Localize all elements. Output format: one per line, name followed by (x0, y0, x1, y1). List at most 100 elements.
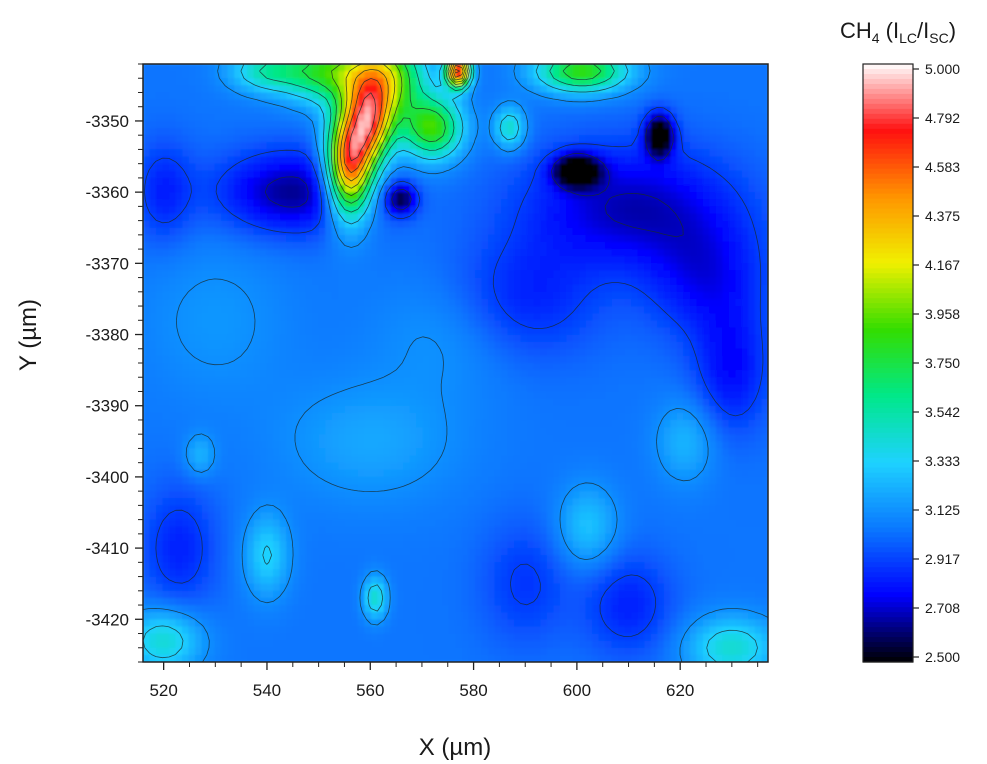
heatmap-cell (260, 249, 268, 257)
heatmap-cell (735, 334, 743, 343)
heatmap-cell (689, 185, 697, 193)
heatmap-cell (240, 427, 248, 435)
heatmap-cell (618, 142, 626, 151)
heatmap-cell (598, 355, 606, 364)
heatmap-cell (331, 320, 339, 329)
heatmap-cell (546, 263, 554, 272)
heatmap-cell (455, 71, 463, 79)
heatmap-cell (566, 306, 574, 314)
heatmap-cell (188, 298, 196, 307)
heatmap-cell (689, 213, 697, 222)
heatmap-cell (618, 156, 626, 165)
heatmap-cell (175, 106, 183, 115)
heatmap-cell (566, 78, 574, 86)
heatmap-cell (540, 377, 548, 385)
heatmap-cell (481, 113, 489, 122)
heatmap-cell (214, 85, 222, 94)
heatmap-cell (579, 249, 587, 257)
heatmap-cell (702, 298, 711, 307)
heatmap-cell (624, 120, 632, 129)
heatmap-cell (520, 234, 528, 243)
heatmap-cell (468, 234, 476, 243)
heatmap-cell (305, 156, 313, 165)
heatmap-cell (156, 78, 164, 86)
heatmap-cell (728, 341, 737, 350)
heatmap-cell (488, 291, 496, 300)
heatmap-cell (689, 113, 697, 122)
heatmap-cell (761, 142, 768, 151)
heatmap-cell (260, 177, 268, 186)
heatmap-cell (149, 149, 157, 158)
heatmap-cell (390, 64, 398, 72)
heatmap-cell (715, 92, 724, 101)
heatmap-cell (514, 64, 522, 72)
heatmap-cell (338, 92, 346, 101)
heatmap-cell (422, 177, 431, 186)
heatmap-cell (527, 78, 535, 86)
heatmap-cell (169, 199, 177, 207)
heatmap-cell (403, 135, 411, 143)
heatmap-cell (709, 220, 717, 229)
heatmap-cell (520, 334, 528, 343)
heatmap-cell (429, 263, 437, 272)
heatmap-cell (683, 277, 691, 286)
heatmap-cell (234, 241, 242, 250)
heatmap-cell (143, 370, 151, 378)
heatmap-cell (631, 306, 639, 314)
heatmap-cell (214, 163, 222, 172)
heatmap-cell (312, 320, 320, 329)
heatmap-cell (149, 142, 157, 151)
heatmap-cell (195, 249, 203, 257)
heatmap-cell (501, 213, 509, 222)
heatmap-cell (370, 363, 378, 371)
heatmap-cell (663, 427, 671, 435)
heatmap-cell (728, 427, 737, 435)
heatmap-cell (579, 185, 587, 193)
heatmap-cell (188, 405, 196, 414)
heatmap-cell (598, 384, 606, 393)
heatmap-cell (735, 298, 743, 307)
heatmap-cell (266, 192, 274, 200)
heatmap-cell (188, 128, 196, 136)
heatmap-cell (383, 370, 391, 378)
heatmap-cell (481, 277, 489, 286)
heatmap-cell (741, 113, 750, 122)
heatmap-cell (221, 284, 229, 293)
heatmap-cell (156, 412, 164, 421)
heatmap-cell (741, 85, 750, 94)
heatmap-cell (416, 270, 424, 279)
heatmap-cell (592, 120, 600, 129)
heatmap-cell (761, 156, 768, 165)
heatmap-cell (728, 213, 737, 222)
heatmap-cell (266, 313, 274, 321)
heatmap-cell (390, 370, 398, 378)
heatmap-cell (754, 234, 763, 243)
heatmap-cell (429, 135, 437, 143)
heatmap-cell (481, 320, 489, 329)
heatmap-cell (240, 227, 248, 236)
heatmap-cell (318, 334, 326, 343)
heatmap-cell (514, 78, 522, 86)
heatmap-cell (748, 341, 756, 350)
heatmap-cell (169, 412, 177, 421)
heatmap-cell (663, 419, 671, 428)
heatmap-cell (527, 234, 535, 243)
heatmap-cell (377, 234, 385, 243)
heatmap-cell (553, 113, 561, 122)
heatmap-cell (240, 377, 248, 385)
heatmap-cell (299, 227, 307, 236)
heatmap-cell (657, 377, 665, 385)
heatmap-cell (657, 348, 665, 357)
heatmap-cell (247, 113, 255, 122)
heatmap-cell (618, 348, 626, 357)
heatmap-cell (247, 419, 255, 428)
heatmap-cell (305, 78, 313, 86)
heatmap-cell (318, 348, 326, 357)
heatmap-cell (292, 85, 300, 94)
heatmap-cell (416, 341, 424, 350)
heatmap-cell (149, 263, 157, 272)
heatmap-cell (364, 227, 372, 236)
heatmap-cell (592, 185, 600, 193)
heatmap-cell (247, 306, 255, 314)
heatmap-cell (266, 170, 274, 179)
